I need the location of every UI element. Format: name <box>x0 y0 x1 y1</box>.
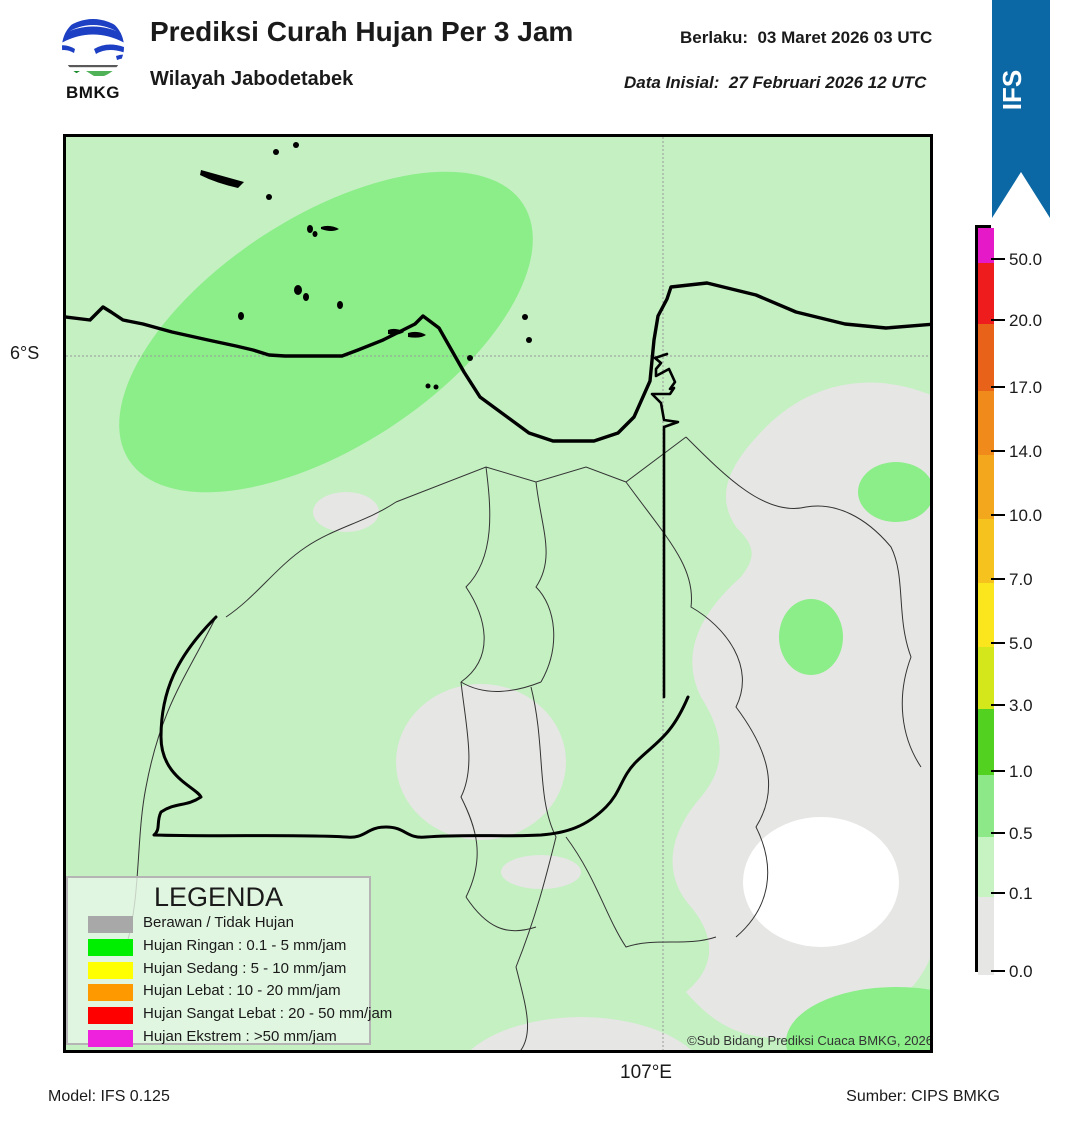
svg-text:©Sub Bidang Prediksi Cuaca BMK: ©Sub Bidang Prediksi Cuaca BMKG, 2026 <box>687 1033 933 1048</box>
svg-text:IFS: IFS <box>997 70 1027 110</box>
svg-text:BMKG: BMKG <box>66 83 120 102</box>
